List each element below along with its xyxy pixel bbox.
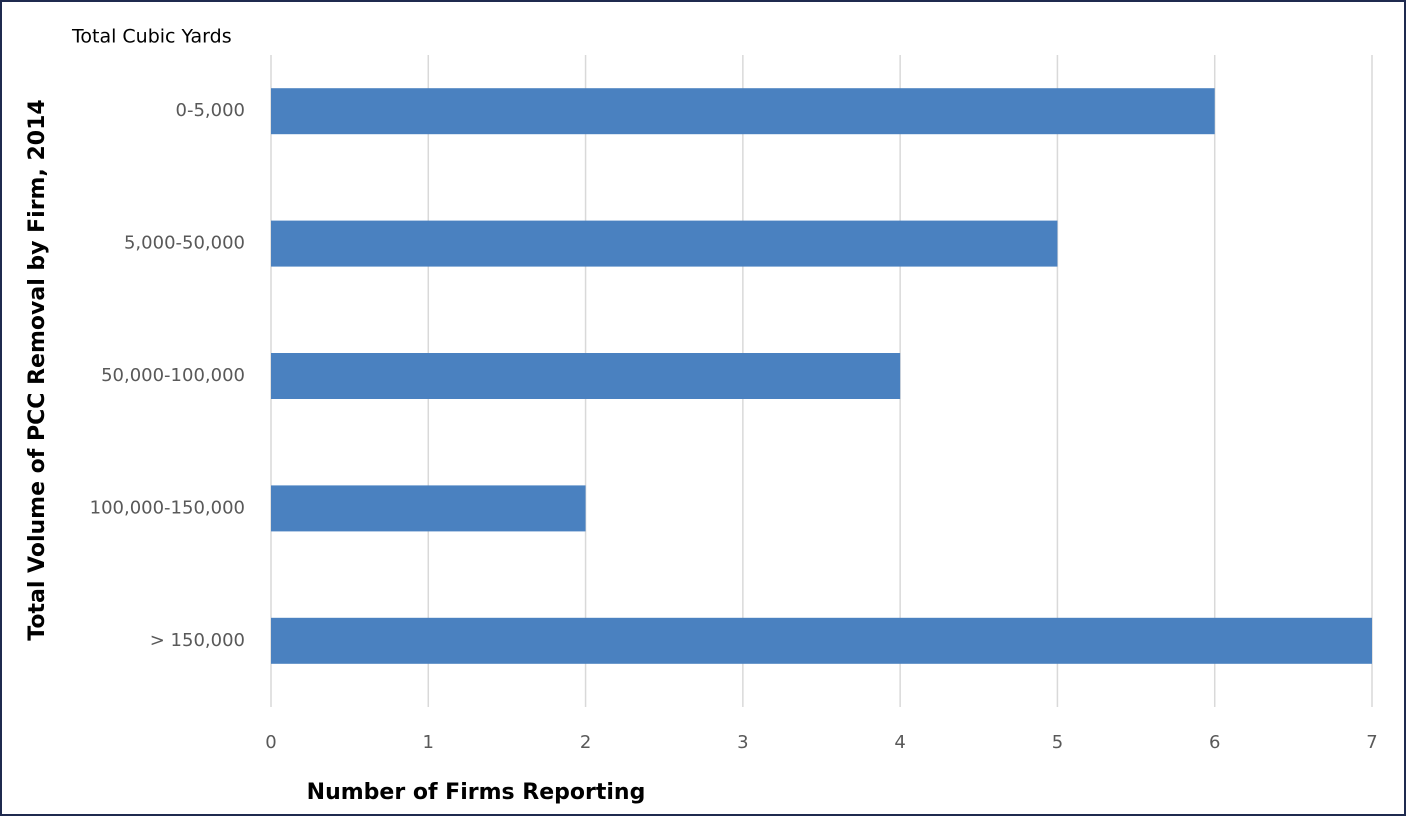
x-axis-label: Number of Firms Reporting: [307, 780, 646, 805]
x-tick-label: 1: [423, 732, 434, 753]
y-tick-label: 50,000-100,000: [101, 365, 245, 386]
x-tick-label: 6: [1209, 732, 1220, 753]
x-tick-label: 3: [737, 732, 748, 753]
x-tick-label: 4: [894, 732, 905, 753]
chart-title: Total Cubic Yards: [71, 26, 232, 48]
x-tick-label: 0: [265, 732, 276, 753]
bar: [271, 353, 901, 399]
x-tick-label: 2: [580, 732, 591, 753]
y-tick-label: 0-5,000: [176, 100, 245, 121]
y-axis-label: Total Volume of PCC Removal by Firm, 201…: [25, 99, 50, 640]
x-tick-label: 5: [1052, 732, 1063, 753]
bar: [271, 88, 1215, 135]
y-tick-label: 100,000-150,000: [90, 497, 245, 518]
bar: [271, 220, 1058, 267]
y-tick-label: 5,000-50,000: [124, 233, 245, 254]
bar: [271, 485, 586, 532]
bar: [271, 617, 1372, 664]
y-tick-label: > 150,000: [150, 630, 245, 651]
x-tick-label: 7: [1366, 732, 1377, 753]
